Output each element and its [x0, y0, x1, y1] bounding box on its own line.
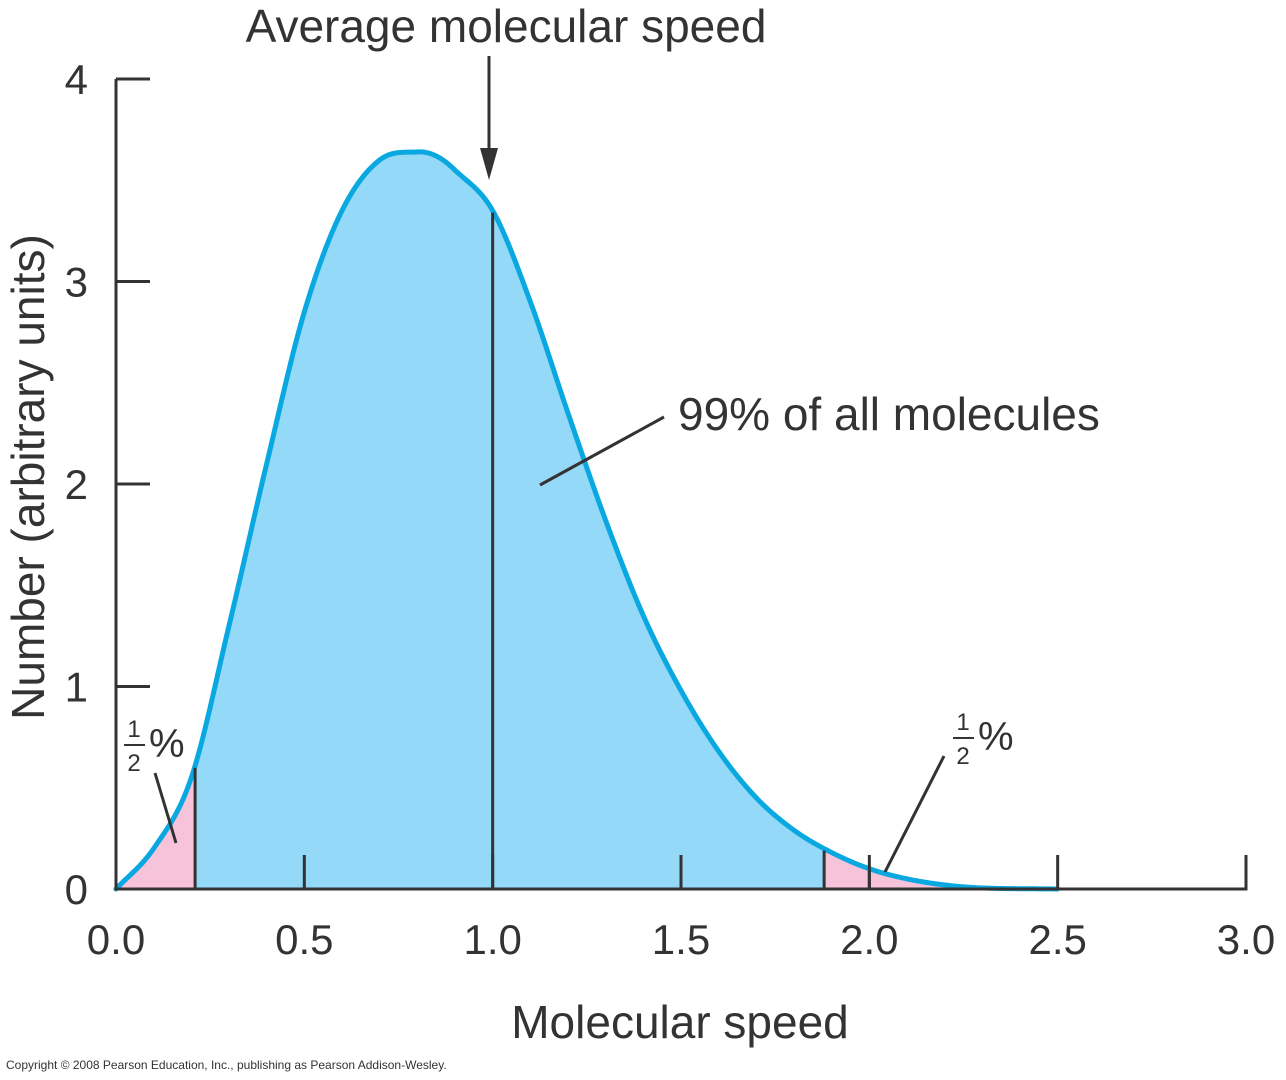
x-tick-label: 3.0: [1217, 916, 1275, 963]
right-tail-denominator: 2: [956, 743, 969, 770]
y-tick-label: 4: [65, 56, 88, 103]
middle-region-leader: [539, 415, 665, 487]
left-tail-leader: [153, 772, 178, 844]
y-tick-label: 0: [65, 866, 88, 913]
x-axis-title: Molecular speed: [511, 996, 849, 1048]
region-fill-lower-tail: [116, 765, 196, 889]
y-tick-label: 2: [65, 461, 88, 508]
average-speed-arrowhead: [480, 148, 498, 180]
middle-region-label: 99% of all molecules: [678, 388, 1100, 440]
right-tail-numerator: 1: [956, 709, 969, 736]
right-tail-percent: %: [978, 715, 1014, 759]
x-tick-label: 1.5: [652, 916, 710, 963]
copyright-notice: Copyright © 2008 Pearson Education, Inc.…: [6, 1058, 447, 1072]
y-tick-label: 1: [65, 664, 88, 711]
average-speed-label: Average molecular speed: [246, 0, 767, 52]
right-tail-leader: [883, 755, 946, 873]
x-tick-label: 0.5: [275, 916, 333, 963]
x-tick-label: 0.0: [87, 916, 145, 963]
region-fill-upper-tail: [824, 848, 1058, 889]
left-tail-percent: %: [149, 722, 185, 766]
ticks-layer: 0 1 2 3 4 0.0 0.5 1.0 1.5 2.0 2.5 3.0: [65, 56, 1276, 963]
y-tick-label: 3: [65, 259, 88, 306]
y-axis-title: Number (arbitrary units): [2, 234, 54, 720]
x-tick-label: 1.0: [463, 916, 521, 963]
left-tail-denominator: 2: [127, 750, 140, 777]
region-fill-middle: [195, 151, 825, 889]
x-tick-label: 2.0: [840, 916, 898, 963]
fills-layer: [116, 151, 1058, 889]
distribution-curve: [113, 149, 1061, 892]
left-tail-numerator: 1: [127, 716, 140, 743]
x-tick-label: 2.5: [1028, 916, 1086, 963]
